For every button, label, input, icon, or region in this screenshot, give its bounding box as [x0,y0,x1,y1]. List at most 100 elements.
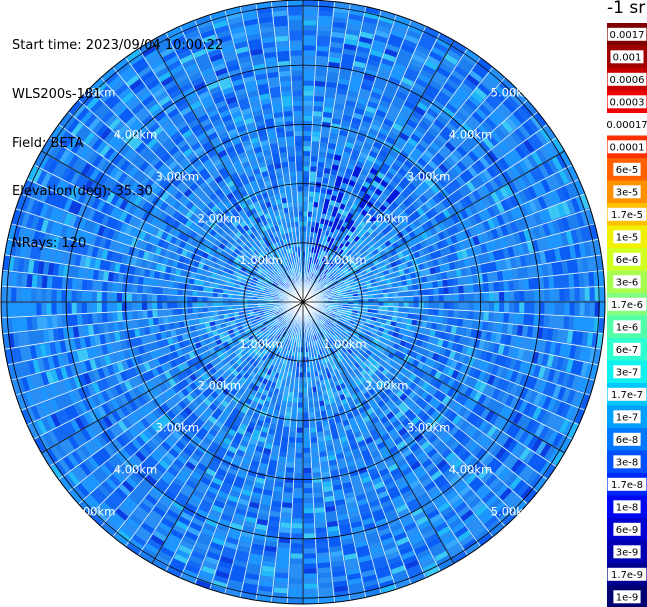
radial-cell [332,108,343,115]
radial-cell [330,276,336,282]
radial-cell [333,6,349,14]
radial-cell [487,321,494,332]
radial-cell [558,315,565,329]
radial-cell [542,193,552,208]
radial-cell [388,297,394,302]
radial-cell [303,171,310,177]
radial-cell [459,141,471,154]
radial-cell [332,239,338,246]
radial-cell [448,309,454,318]
radial-cell [326,309,332,313]
radial-cell [377,104,389,114]
radial-cell [547,206,557,221]
radial-cell [422,261,430,269]
radial-cell [394,270,401,277]
radial-cell [423,302,429,309]
radial-cell [304,558,317,564]
radial-cell [338,281,345,286]
radial-cell [486,150,498,163]
radial-cell [373,34,388,44]
radial-cell [437,177,448,188]
radial-cell [282,497,293,504]
radial-cell [318,285,323,290]
radial-cell [333,103,344,110]
radial-cell [490,146,502,160]
radial-cell [429,266,436,275]
radial-cell [439,264,446,273]
radial-cell [554,342,562,356]
radial-cell [331,289,337,293]
radial-cell [524,375,533,388]
radial-cell [458,240,466,250]
radial-cell [559,302,565,315]
radial-cell [310,432,318,438]
radial-cell [514,205,524,219]
radial-cell [317,207,323,214]
radial-cell [484,241,493,252]
radial-cell [403,329,410,336]
radial-cell [391,316,398,322]
radial-cell [408,302,414,308]
radial-cell [402,285,409,292]
radial-cell [333,154,342,161]
radial-cell [536,180,547,195]
radial-cell [295,447,303,453]
radial-cell [358,275,364,281]
radial-cell [385,136,396,145]
radial-cell [437,280,444,288]
radial-cell [352,307,359,311]
radial-cell [478,103,491,117]
radial-cell [441,159,453,170]
radial-cell [437,316,444,324]
radial-cell [377,231,385,239]
radial-cell [338,262,344,269]
radial-cell [428,359,437,368]
radial-cell [437,32,453,45]
radial-cell [450,234,458,244]
radial-cell [425,219,434,229]
radial-cell [331,233,337,240]
radial-cell [439,110,452,122]
radial-cell [314,281,319,287]
radial-cell [337,230,343,237]
radial-cell [494,160,506,173]
radial-cell [341,288,347,292]
radial-cell [405,29,421,40]
radial-cell [483,340,491,351]
radial-cell [463,195,473,206]
radial-cell [312,472,322,478]
radial-cell [576,330,584,345]
radial-cell [523,278,530,290]
radial-cell [437,90,451,102]
radial-cell [372,290,379,295]
radial-cell [315,50,329,57]
radial-cell [343,38,358,46]
radial-cell [478,253,485,264]
radial-cell [297,402,303,408]
radial-cell [316,212,322,219]
radial-cell [347,13,363,22]
radial-cell [451,69,465,82]
radial-cell [444,141,456,152]
radial-cell [401,145,412,155]
radial-cell [365,105,377,114]
radial-cell [306,236,310,242]
radial-cell [406,118,418,129]
radial-cell [499,291,505,302]
radial-cell [425,229,433,238]
radial-cell [422,348,430,357]
radial-cell [478,171,489,184]
radial-cell [304,553,317,559]
radial-cell [439,347,447,356]
radial-cell [433,204,442,214]
radial-cell [439,129,451,141]
radial-cell [529,115,543,130]
radial-cell [356,238,364,245]
radial-cell [528,199,538,213]
radial-cell [543,276,550,289]
radial-cell [320,187,327,194]
radial-cell [318,271,323,277]
radial-cell [362,308,369,312]
radial-cell [322,268,327,274]
radial-cell [403,72,417,82]
